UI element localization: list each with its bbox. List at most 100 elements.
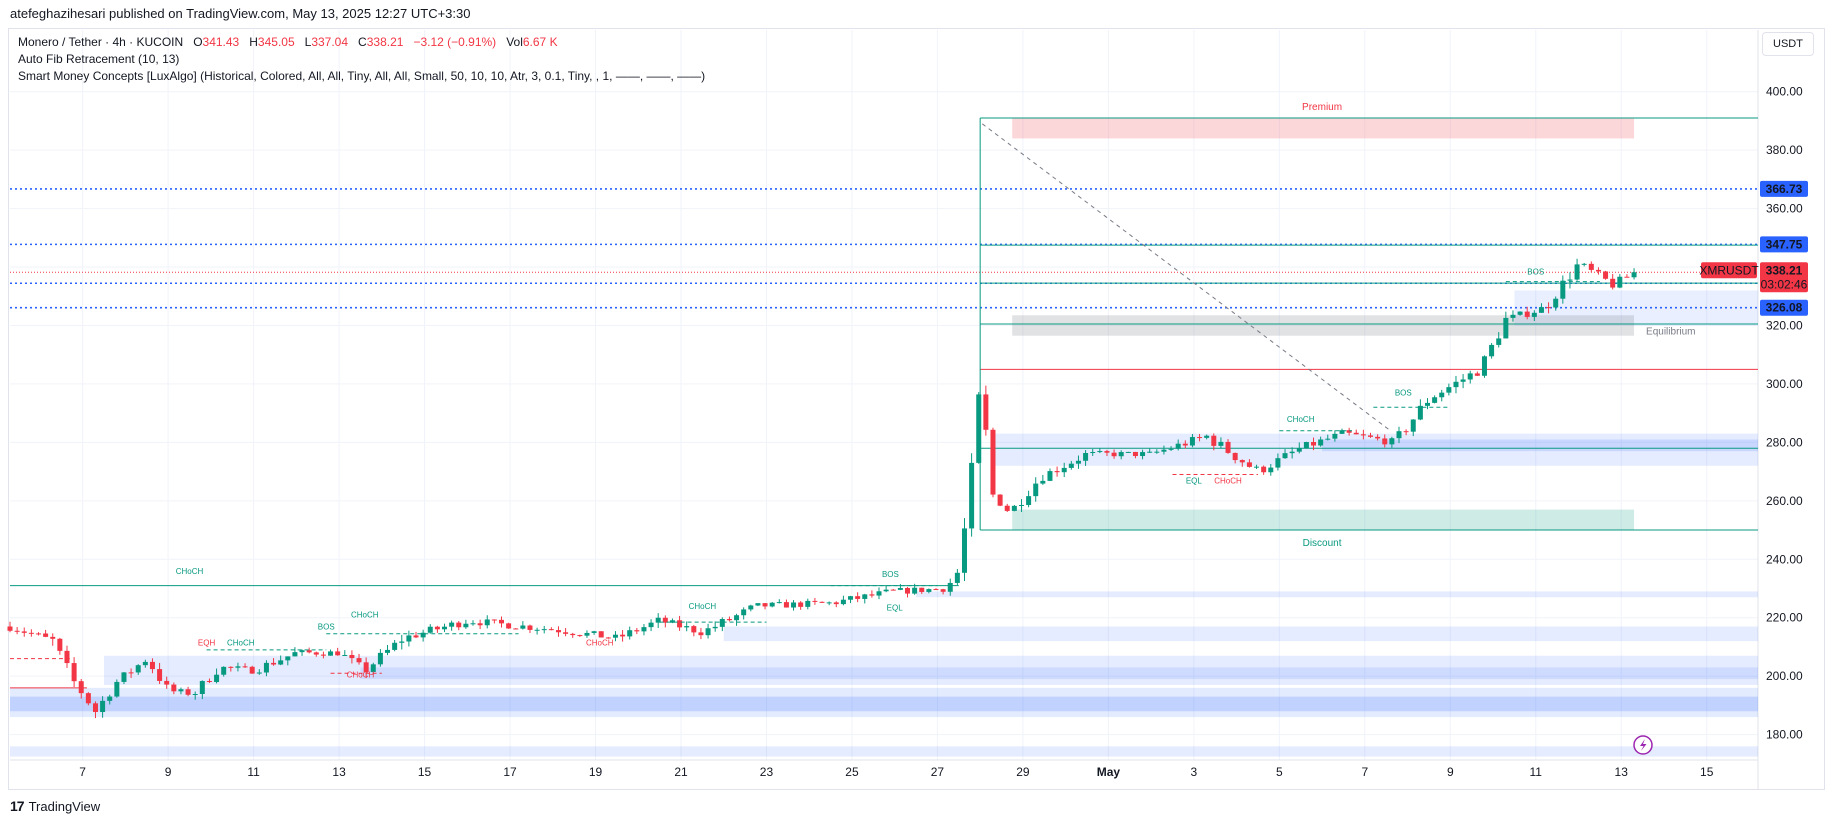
candle-body	[1118, 452, 1124, 457]
candle-body	[1603, 271, 1609, 279]
zone-equilibrium	[1012, 315, 1635, 336]
candle-body	[1446, 387, 1452, 393]
candle-body	[983, 394, 989, 430]
volume-label: Vol	[506, 35, 523, 49]
candle-body	[1047, 471, 1053, 481]
candle-body	[734, 615, 740, 621]
candle-body	[1424, 402, 1430, 406]
tradingview-brand: TradingView	[28, 798, 101, 814]
candle-body	[263, 662, 269, 673]
candle-body	[456, 622, 462, 628]
candle-body	[1503, 317, 1509, 339]
candle-body	[969, 462, 975, 529]
candle-body	[1496, 338, 1502, 345]
candle-body	[50, 636, 56, 639]
candle-body	[342, 654, 348, 656]
price-tag-text: 326.08	[1766, 301, 1803, 315]
candle-body	[1197, 437, 1203, 439]
bar-countdown: 03:02:46	[1761, 277, 1808, 291]
candle-body	[1125, 451, 1131, 453]
candle-body	[1189, 437, 1195, 446]
candle-body	[1282, 453, 1288, 459]
candle-body	[527, 625, 533, 630]
candle-body	[491, 619, 497, 621]
candle-body	[256, 672, 262, 674]
candle-body	[43, 633, 49, 637]
price-tick-label: 360.00	[1766, 202, 1803, 216]
candle-body	[1075, 460, 1081, 464]
candle-body	[627, 630, 633, 637]
time-tick-label: 9	[165, 765, 172, 779]
candle-body	[85, 693, 91, 704]
smc-annotation: CHoCH	[1214, 476, 1242, 485]
candle-body	[1004, 505, 1010, 511]
time-tick-label: 25	[845, 765, 859, 779]
smc-zones: Premium Equilibrium Discount	[10, 102, 1759, 757]
candle-body	[1481, 356, 1487, 376]
candle-body	[1474, 373, 1480, 376]
price-tick-label: 220.00	[1766, 611, 1803, 625]
smc-annotation: CHoCH	[347, 671, 375, 680]
candle-body	[1353, 432, 1359, 435]
high-value: 345.05	[257, 35, 295, 49]
candle-body	[1161, 449, 1167, 452]
candle-body	[1396, 431, 1402, 439]
candle-body	[1204, 435, 1210, 438]
candle-body	[242, 666, 248, 668]
candle-body	[897, 588, 903, 590]
candle-body	[1617, 276, 1623, 288]
candle-body	[320, 654, 326, 656]
legend-smc-indicator[interactable]: Smart Money Concepts [LuxAlgo] (Historic…	[18, 69, 706, 83]
candle-body	[1318, 439, 1324, 446]
candle-body	[228, 666, 234, 668]
candle-body	[1068, 463, 1074, 468]
candle-body	[791, 602, 797, 608]
candle-body	[1218, 441, 1224, 446]
candle-body	[149, 661, 155, 670]
candle-body	[306, 650, 312, 653]
order-block-zone	[360, 667, 1758, 680]
tradingview-mark-icon: 17	[10, 798, 25, 814]
candle-body	[1546, 307, 1552, 309]
legend-fib-indicator[interactable]: Auto Fib Retracement (10, 13)	[18, 52, 180, 66]
candle-body	[1439, 392, 1445, 398]
candle-body	[1610, 278, 1616, 288]
last-price-tag	[1760, 262, 1808, 293]
candle-body	[912, 587, 918, 594]
time-tick-label: 3	[1191, 765, 1198, 779]
candle-body	[798, 602, 804, 607]
tradingview-logo[interactable]: 17 TradingView	[10, 798, 100, 814]
candle-body	[392, 642, 398, 650]
candle-body	[178, 689, 184, 692]
chart-frame[interactable]	[8, 28, 1825, 790]
candle-body	[598, 631, 604, 638]
price-tags: 366.73347.75334.45326.08XMRUSDT338.2103:…	[1699, 180, 1808, 316]
candle-body	[128, 672, 134, 674]
candle-body	[1040, 480, 1046, 484]
candle-body	[1261, 466, 1267, 473]
candle-body	[648, 622, 654, 628]
candle-body	[413, 635, 419, 638]
candle-body	[1460, 379, 1466, 382]
candle-body	[577, 635, 583, 637]
bolt-icon[interactable]	[1633, 735, 1653, 755]
candle-body	[214, 674, 220, 683]
candle-body	[933, 589, 939, 591]
candle-body	[940, 589, 946, 592]
candle-body	[1246, 462, 1252, 467]
candle-body	[591, 631, 597, 633]
candle-body	[1061, 467, 1067, 473]
candle-body	[235, 666, 241, 668]
candle-body	[1574, 264, 1580, 280]
candle-body	[64, 650, 70, 664]
currency-selector[interactable]: USDT	[1762, 32, 1814, 56]
candle-body	[1254, 466, 1260, 468]
candle-body	[762, 603, 768, 607]
candle-body	[399, 641, 405, 643]
candle-body	[271, 662, 277, 665]
open-value: 341.43	[202, 35, 240, 49]
candle-body	[1296, 448, 1302, 452]
candle-body	[876, 591, 882, 596]
candle-body	[349, 654, 355, 659]
